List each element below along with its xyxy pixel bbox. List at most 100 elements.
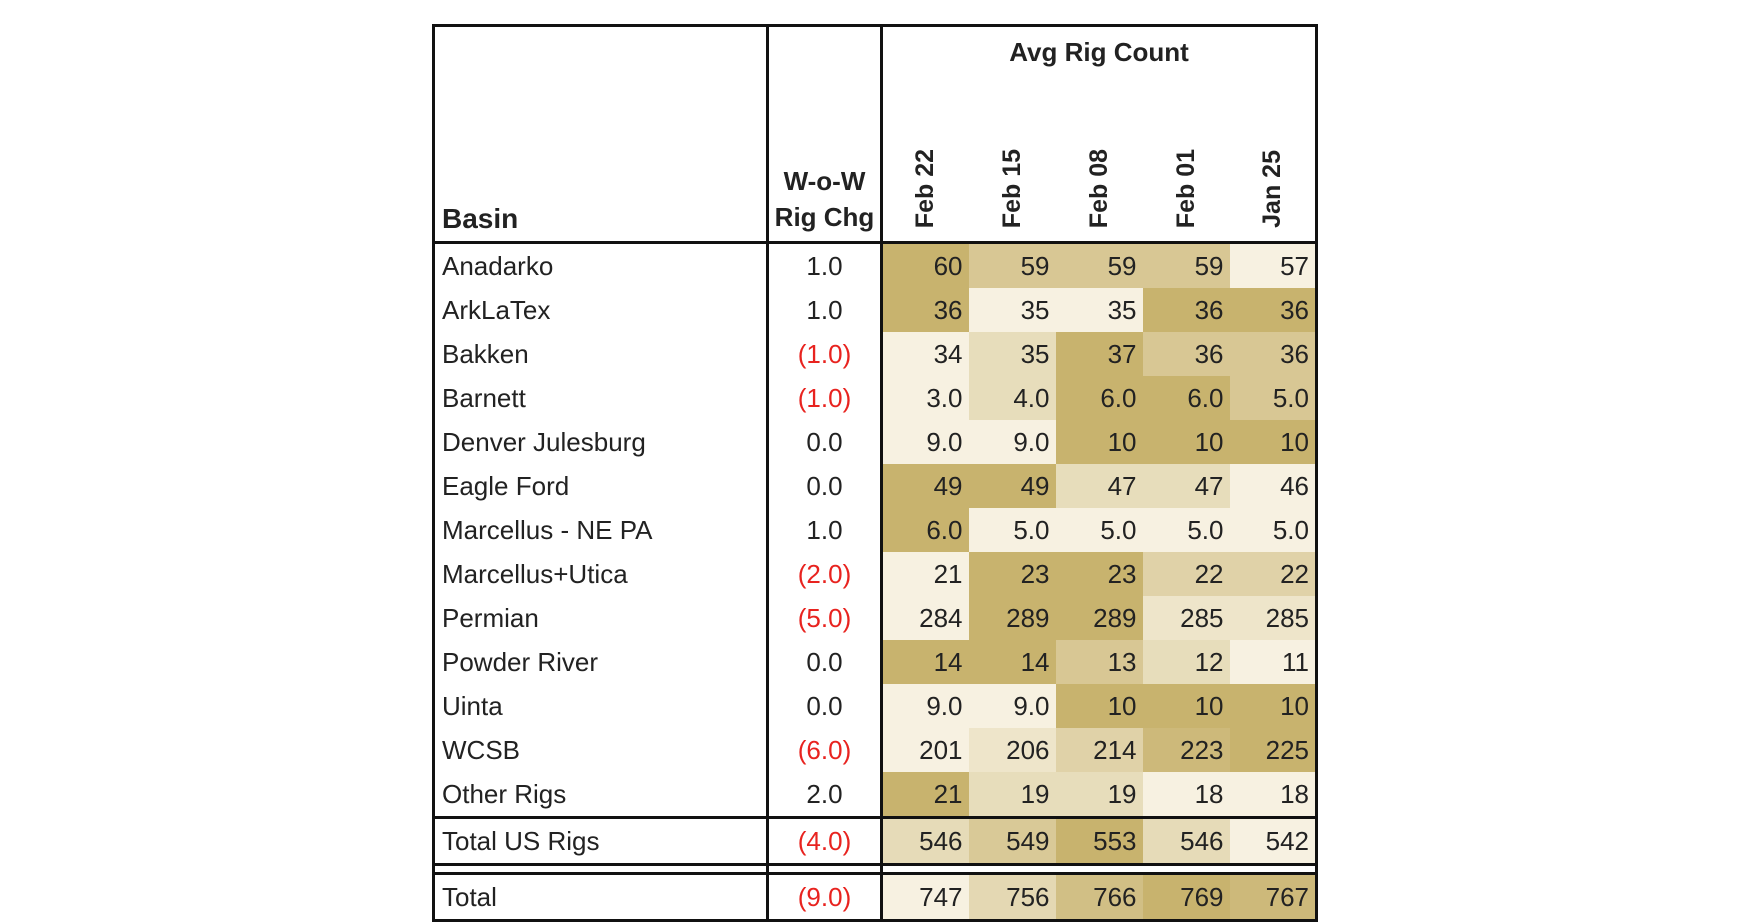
basin-row: ArkLaTex 1.0 36 35 35 36 36 bbox=[434, 288, 1317, 332]
week-header-label: Feb 01 bbox=[1171, 148, 1200, 228]
rig-count-cell: 36 bbox=[881, 288, 969, 332]
wow-change-value: (1.0) bbox=[766, 332, 883, 376]
rig-count-cell: 6.0 bbox=[1142, 376, 1230, 420]
rig-count-cell: 36 bbox=[1142, 332, 1230, 376]
rig-count-cell: 767 bbox=[1229, 872, 1317, 921]
rig-count-cell: 49 bbox=[881, 464, 969, 508]
rig-count-cell: 22 bbox=[1229, 552, 1317, 596]
rig-count-cell: 553 bbox=[1055, 816, 1143, 866]
rig-count-cell: 10 bbox=[1229, 420, 1317, 464]
rig-count-cell: 766 bbox=[1055, 872, 1143, 921]
rig-count-cell: 9.0 bbox=[968, 420, 1056, 464]
basin-name: Eagle Ford bbox=[442, 470, 570, 501]
basin-name: Marcellus+Utica bbox=[442, 558, 628, 589]
basin-row: Marcellus - NE PA 1.0 6.0 5.0 5.0 5.0 5.0 bbox=[434, 508, 1317, 552]
rig-count-cell: 14 bbox=[968, 640, 1056, 684]
wow-change-value: 1.0 bbox=[766, 241, 883, 288]
week-header: Feb 15 bbox=[969, 89, 1056, 243]
basin-name: Anadarko bbox=[433, 241, 768, 288]
wow-change-value: (2.0) bbox=[766, 552, 883, 596]
basin-name: Denver Julesburg bbox=[442, 426, 646, 457]
rig-count-cell: 11 bbox=[1229, 640, 1317, 684]
rig-count-cell: 35 bbox=[1055, 288, 1143, 332]
wow-change-value: 0.0 bbox=[766, 420, 883, 464]
rig-count-cell: 756 bbox=[968, 872, 1056, 921]
basin-row: Anadarko 1.0 60 59 59 59 57 bbox=[433, 241, 1317, 288]
rig-count-cell: 5.0 bbox=[1055, 508, 1143, 552]
rig-count-cell: 57 bbox=[1229, 241, 1317, 288]
rig-count-cell: 49 bbox=[968, 464, 1056, 508]
rig-count-cell: 284 bbox=[881, 596, 969, 640]
basin-row: WCSB (6.0) 201 206 214 223 225 bbox=[434, 728, 1317, 772]
rig-count-cell: 6.0 bbox=[881, 508, 969, 552]
week-header-label: Feb 08 bbox=[1084, 148, 1113, 228]
wow-header-line1: W-o-W bbox=[783, 166, 866, 196]
rig-count-cell: 769 bbox=[1142, 872, 1230, 921]
rig-count-cell: 5.0 bbox=[1142, 508, 1230, 552]
rig-count-cell: 285 bbox=[1229, 596, 1317, 640]
rig-count-cell: 59 bbox=[1142, 241, 1230, 288]
rig-count-cell: 6.0 bbox=[1055, 376, 1143, 420]
week-header-label: Feb 15 bbox=[997, 148, 1026, 228]
rig-count-cell: 225 bbox=[1229, 728, 1317, 772]
rig-count-cell: 289 bbox=[1055, 596, 1143, 640]
basin-name: Powder River bbox=[442, 646, 599, 677]
rig-count-cell: 10 bbox=[1229, 684, 1317, 728]
rig-count-cell: 4.0 bbox=[968, 376, 1056, 420]
basin-row: Marcellus+Utica (2.0) 21 23 23 22 22 bbox=[434, 552, 1317, 596]
rig-count-cell: 36 bbox=[1142, 288, 1230, 332]
rig-count-cell: 34 bbox=[881, 332, 969, 376]
wow-change-value: 1.0 bbox=[766, 508, 883, 552]
basin-name: Marcellus - NE PA bbox=[442, 514, 653, 545]
rig-count-cell: 23 bbox=[968, 552, 1056, 596]
week-header: Feb 22 bbox=[882, 89, 969, 243]
rig-count-cell: 5.0 bbox=[1229, 376, 1317, 420]
basin-row: Powder River 0.0 14 14 13 12 11 bbox=[434, 640, 1317, 684]
rig-count-cell: 12 bbox=[1142, 640, 1230, 684]
row-spacer bbox=[434, 864, 1317, 874]
rig-count-cell: 10 bbox=[1142, 420, 1230, 464]
wow-change-value: (4.0) bbox=[766, 816, 883, 866]
week-header: Feb 08 bbox=[1056, 89, 1143, 243]
wow-change-value: 1.0 bbox=[766, 288, 883, 332]
wow-change-value: 2.0 bbox=[766, 772, 883, 818]
week-header: Jan 25 bbox=[1230, 89, 1317, 243]
wow-header-line2: Rig Chg bbox=[774, 202, 875, 232]
basin-row: Barnett (1.0) 3.0 4.0 6.0 6.0 5.0 bbox=[434, 376, 1317, 420]
avg-rig-count-title: Avg Rig Count bbox=[1009, 37, 1189, 67]
basin-name: ArkLaTex bbox=[442, 294, 551, 325]
rig-count-cell: 214 bbox=[1055, 728, 1143, 772]
basin-name: Permian bbox=[442, 602, 539, 633]
week-header-label: Feb 22 bbox=[911, 148, 940, 228]
basin-row: Permian (5.0) 284 289 289 285 285 bbox=[434, 596, 1317, 640]
rig-count-cell: 5.0 bbox=[968, 508, 1056, 552]
rig-count-cell: 46 bbox=[1229, 464, 1317, 508]
rig-count-cell: 285 bbox=[1142, 596, 1230, 640]
rig-count-cell: 23 bbox=[1055, 552, 1143, 596]
wow-change-value: (1.0) bbox=[766, 376, 883, 420]
rig-count-cell: 59 bbox=[968, 241, 1056, 288]
rig-count-cell: 10 bbox=[1055, 684, 1143, 728]
rig-count-cell: 19 bbox=[1055, 772, 1143, 818]
basin-name: Total bbox=[433, 872, 768, 921]
rig-count-cell: 206 bbox=[968, 728, 1056, 772]
rig-count-cell: 9.0 bbox=[881, 420, 969, 464]
rig-count-cell: 10 bbox=[1142, 684, 1230, 728]
week-header-label: Jan 25 bbox=[1257, 150, 1286, 228]
basin-row: Other Rigs 2.0 21 19 19 18 18 bbox=[434, 772, 1317, 818]
rig-count-cell: 35 bbox=[968, 288, 1056, 332]
wow-change-value: 0.0 bbox=[766, 464, 883, 508]
rig-count-cell: 21 bbox=[881, 772, 969, 818]
rig-count-cell: 14 bbox=[881, 640, 969, 684]
rig-count-cell: 546 bbox=[881, 816, 969, 866]
basin-name: Uinta bbox=[442, 690, 503, 721]
rig-count-cell: 542 bbox=[1229, 816, 1317, 866]
wow-change-value: 0.0 bbox=[766, 640, 883, 684]
basin-name: Barnett bbox=[442, 382, 526, 413]
wow-change-value: (6.0) bbox=[766, 728, 883, 772]
rig-count-cell: 747 bbox=[881, 872, 969, 921]
basin-name: Other Rigs bbox=[442, 778, 567, 809]
rig-count-cell: 36 bbox=[1229, 288, 1317, 332]
rig-count-cell: 21 bbox=[881, 552, 969, 596]
spacer-cell bbox=[882, 865, 1317, 874]
